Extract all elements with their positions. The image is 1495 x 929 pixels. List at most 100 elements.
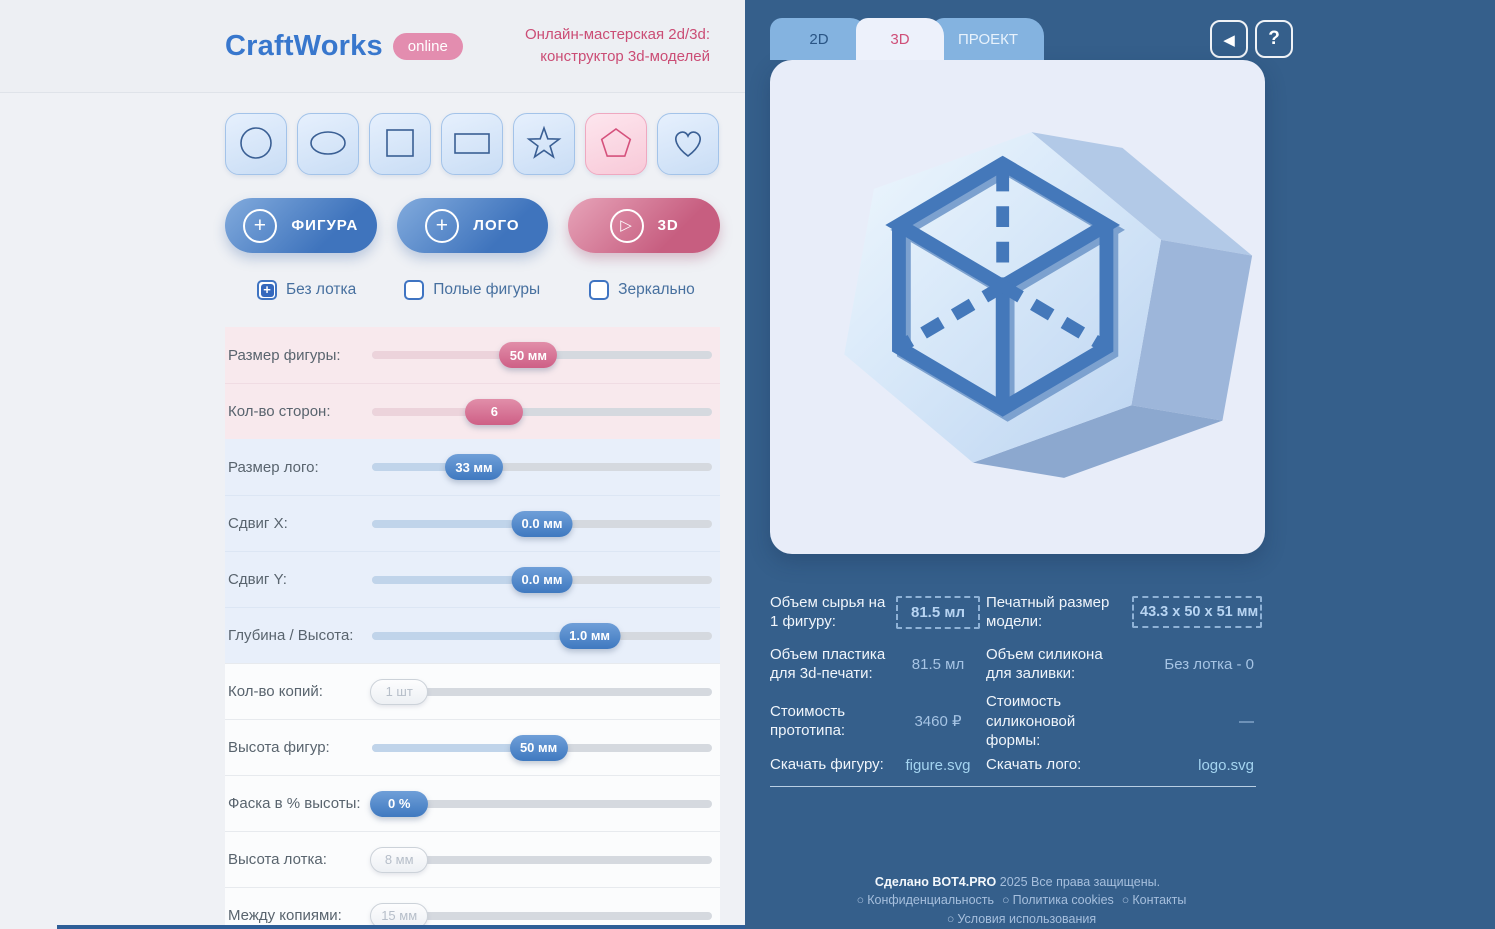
slider-track[interactable]: 6 <box>372 398 712 425</box>
footer-link[interactable]: Условия использования <box>957 912 1097 926</box>
slider-row: Сдвиг X: 0.0 мм <box>225 495 720 551</box>
slider-thumb[interactable]: 0.0 мм <box>511 510 573 537</box>
checkbox-3[interactable]: Зеркально <box>589 280 695 300</box>
slider-row: Глубина / Высота: 1.0 мм <box>225 607 720 663</box>
bullet-icon: ○ <box>856 893 865 908</box>
viewer-tabs: 2D 3D ПРОЕКТ <box>770 18 1495 60</box>
back-button[interactable]: ◀ <box>1210 20 1248 58</box>
slider-thumb[interactable]: 33 мм <box>445 454 503 480</box>
rectangle-icon <box>450 123 494 166</box>
shape-button-star[interactable] <box>513 113 575 175</box>
action-buttons-row: + ФИГУРА + ЛОГО ▷ 3D <box>225 198 721 253</box>
slider-thumb[interactable]: 50 мм <box>499 342 558 368</box>
shape-button-heart[interactable] <box>657 113 719 175</box>
checkbox-checked-icon: + <box>257 280 277 300</box>
footer-made: Сделано BOT4.PRO <box>874 874 997 889</box>
ellipse-icon <box>306 123 350 166</box>
add-figure-label: ФИГУРА <box>291 217 359 234</box>
slider-rail <box>372 687 712 696</box>
slider-label: Кол-во копий: <box>228 683 323 700</box>
checkbox-label: Полые фигуры <box>433 281 541 298</box>
slider-thumb[interactable]: 6 <box>465 398 524 425</box>
stats-row: Объем пластика для 3d-печати: 81.5 мл Объе… <box>770 638 1256 690</box>
slider-track[interactable]: 50 мм <box>372 734 712 761</box>
slider-row: Размер лого: 33 мм <box>225 439 720 495</box>
slider-track[interactable]: 1 шт <box>370 678 712 705</box>
download-link[interactable]: figure.svg <box>905 756 971 774</box>
heart-icon <box>668 123 708 166</box>
stat-value: Без лотка - 0 <box>1164 655 1254 673</box>
add-figure-button[interactable]: + ФИГУРА <box>225 198 377 253</box>
stat-label: Печатный размер модели: <box>986 593 1110 631</box>
stats-row: Скачать фигуру: figure.svg Скачать лого: lo… <box>770 753 1256 787</box>
shape-button-ellipse[interactable] <box>297 113 359 175</box>
shape-button-circle[interactable] <box>225 113 287 175</box>
slider-fill <box>372 407 495 416</box>
print-sliders-section: Кол-во копий: 1 шт Высота фигур: 50 мм Фаска… <box>225 663 720 929</box>
tab-2d[interactable]: 2D <box>770 18 868 60</box>
shape-buttons-row <box>225 113 720 175</box>
slider-fill <box>372 631 590 640</box>
checkbox-unchecked-icon <box>589 280 610 300</box>
slider-track[interactable]: 0.0 мм <box>372 510 712 537</box>
checkbox-1[interactable]: + Без лотка <box>257 280 356 300</box>
tab-3d[interactable]: 3D <box>856 18 944 60</box>
footer-link[interactable]: Конфиденциальность <box>867 893 995 908</box>
slider-row: Сдвиг Y: 0.0 мм <box>225 551 720 607</box>
slider-track[interactable]: 50 мм <box>372 342 712 368</box>
slider-track[interactable]: 33 мм <box>372 454 712 480</box>
tagline-line2: конструктор 3d-моделей <box>540 48 710 65</box>
stat-label: Стоимость силиконовой формы: <box>986 693 1076 749</box>
stat-label: Стоимость прототипа: <box>770 702 846 740</box>
tab-проект[interactable]: ПРОЕКТ <box>932 18 1045 60</box>
slider-label: Высота лотка: <box>228 851 327 868</box>
slider-track[interactable]: 0 % <box>370 790 712 817</box>
footer-link[interactable]: Контакты <box>1132 893 1187 908</box>
stat-value: 81.5 мл <box>896 595 980 629</box>
slider-label: Кол-во сторон: <box>228 403 331 420</box>
star-icon <box>524 123 564 166</box>
slider-thumb[interactable]: 50 мм <box>509 734 568 761</box>
footer-link[interactable]: Политика cookies <box>1012 893 1114 908</box>
slider-fill <box>372 463 474 471</box>
settings-content: + ФИГУРА + ЛОГО ▷ 3D + Без лотка Полые фиг… <box>225 113 721 929</box>
slider-thumb[interactable]: 0 % <box>370 790 429 817</box>
slider-track[interactable]: 8 мм <box>370 846 712 873</box>
plus-icon: + <box>243 208 278 243</box>
add-logo-button[interactable]: + ЛОГО <box>396 198 549 253</box>
slider-track[interactable]: 0.0 мм <box>372 566 712 593</box>
shape-button-rectangle[interactable] <box>441 113 503 175</box>
footer: Сделано BOT4.PRO 2025 Все права защищены… <box>770 873 1265 929</box>
checkbox-label: Зеркально <box>618 281 695 298</box>
slider-track[interactable]: 1.0 мм <box>372 622 712 649</box>
square-icon <box>380 123 420 166</box>
slider-label: Фаска в % высоты: <box>228 795 361 812</box>
slider-thumb[interactable]: 0.0 мм <box>511 566 573 593</box>
slider-label: Сдвиг Y: <box>228 571 287 588</box>
play-icon: ▷ <box>609 208 644 243</box>
shape-button-pentagon[interactable] <box>585 113 647 175</box>
model-viewport[interactable] <box>770 60 1265 554</box>
model-stats: Объем сырья на 1 фигуру: 81.5 мл Печатный … <box>770 586 1263 787</box>
slider-row: Фаска в % высоты: 0 % <box>225 775 720 831</box>
circle-icon <box>236 123 276 166</box>
help-button[interactable]: ? <box>1255 20 1293 58</box>
slider-thumb[interactable]: 1.0 мм <box>559 622 621 649</box>
back-icon: ◀ <box>1223 31 1235 49</box>
viewer-buttons: ◀ ? <box>1210 20 1293 58</box>
render-3d-label: 3D <box>657 217 679 234</box>
render-3d-button[interactable]: ▷ 3D <box>568 198 721 253</box>
stat-label: Скачать лого: <box>986 756 1082 774</box>
checkbox-2[interactable]: Полые фигуры <box>404 280 540 300</box>
shape-button-square[interactable] <box>369 113 431 175</box>
stat-value: 43.3 x 50 x 51 мм <box>1132 596 1263 628</box>
cube-logo-engraving <box>885 155 1125 422</box>
brand: CraftWorks online <box>225 30 463 63</box>
download-link[interactable]: logo.svg <box>1198 756 1254 774</box>
slider-row: Между копиями: 15 мм <box>225 887 720 929</box>
slider-row: Высота фигур: 50 мм <box>225 719 720 775</box>
header: CraftWorks online Онлайн-мастерская 2d/3… <box>0 0 745 93</box>
slider-track[interactable]: 15 мм <box>370 902 712 929</box>
checkbox-unchecked-icon <box>404 280 425 300</box>
